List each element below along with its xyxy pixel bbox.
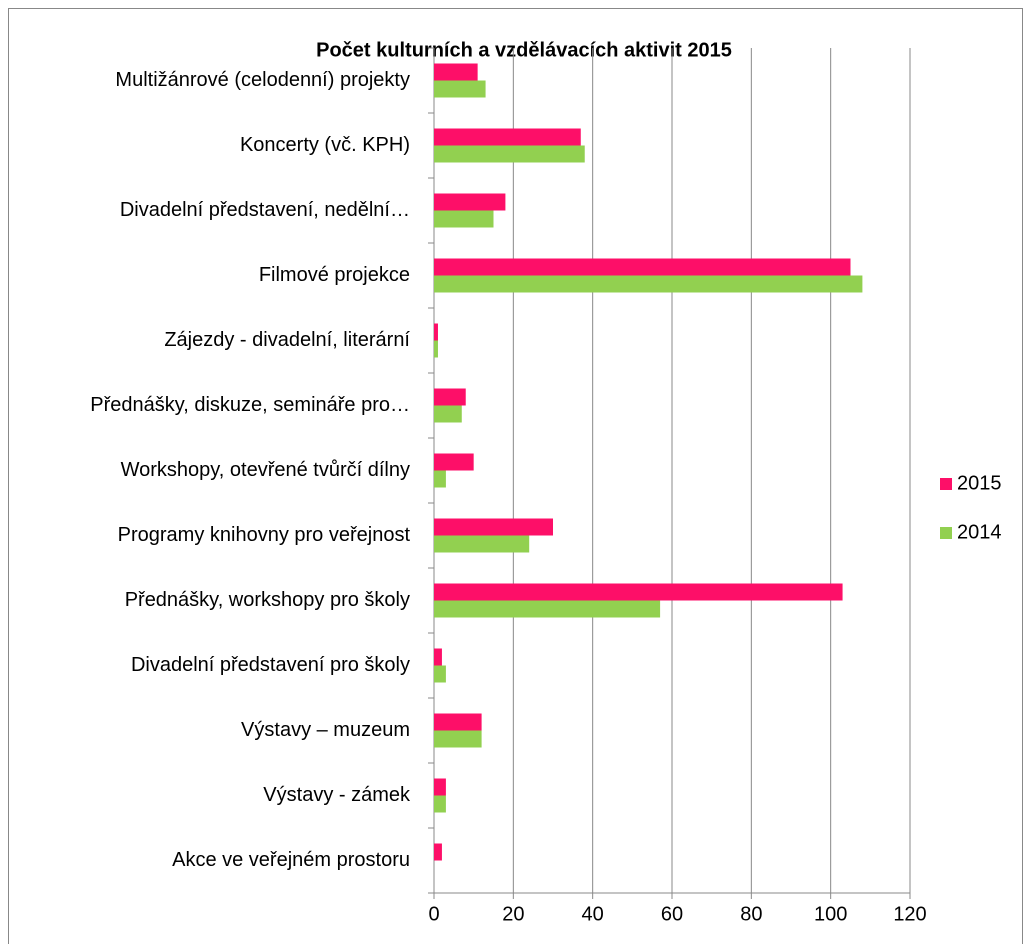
y-tick-label: Filmové projekce <box>259 264 410 286</box>
bar <box>434 730 482 748</box>
y-tick-label: Přednášky, diskuze, semináře pro… <box>90 394 410 416</box>
chart-title: Počet kulturních a vzdělávacích aktivit … <box>316 39 732 61</box>
y-tick-label: Multižánrové (celodenní) projekty <box>115 69 410 91</box>
legend-swatch <box>940 478 952 490</box>
legend-label: 2015 <box>957 472 1002 494</box>
y-tick-label: Koncerty (vč. KPH) <box>240 134 410 156</box>
bar <box>434 193 506 211</box>
bar <box>434 275 863 293</box>
bar <box>434 470 446 488</box>
bar <box>434 388 466 406</box>
bar <box>434 340 438 358</box>
chart-frame <box>8 8 1023 949</box>
x-tick-label: 20 <box>502 903 524 925</box>
y-tick-label: Přednášky, workshopy pro školy <box>125 589 410 611</box>
bar <box>434 210 494 228</box>
bar <box>434 795 446 813</box>
bar <box>434 63 478 81</box>
bar <box>434 80 486 98</box>
x-tick-label: 0 <box>428 903 439 925</box>
bar <box>434 323 438 341</box>
bar <box>434 128 581 146</box>
bar <box>434 453 474 471</box>
y-tick-label: Akce ve veřejném prostoru <box>172 849 410 871</box>
y-tick-label: Programy knihovny pro veřejnost <box>118 524 411 546</box>
y-tick-label: Divadelní představení, nedělní… <box>120 199 410 221</box>
bar <box>434 258 851 276</box>
y-tick-label: Výstavy – muzeum <box>241 719 410 741</box>
bar <box>434 665 446 683</box>
bar <box>434 145 585 163</box>
x-tick-label: 120 <box>893 903 926 925</box>
bar <box>434 713 482 731</box>
y-tick-label: Zájezdy - divadelní, literární <box>164 329 410 351</box>
y-tick-label: Divadelní představení pro školy <box>131 654 410 676</box>
x-tick-label: 80 <box>740 903 762 925</box>
bar <box>434 648 442 666</box>
legend-label: 2014 <box>957 521 1002 543</box>
bar <box>434 535 530 553</box>
bar <box>434 778 446 796</box>
x-tick-label: 60 <box>661 903 683 925</box>
y-tick-label: Výstavy - zámek <box>263 784 411 806</box>
x-tick-label: 100 <box>814 903 847 925</box>
x-tick-label: 40 <box>582 903 604 925</box>
legend-swatch <box>940 527 952 539</box>
bar <box>434 583 843 601</box>
bar <box>434 518 553 536</box>
bar <box>434 600 661 618</box>
y-tick-label: Workshopy, otevřené tvůrčí dílny <box>121 459 410 481</box>
bar <box>434 843 442 861</box>
bar <box>434 405 462 423</box>
